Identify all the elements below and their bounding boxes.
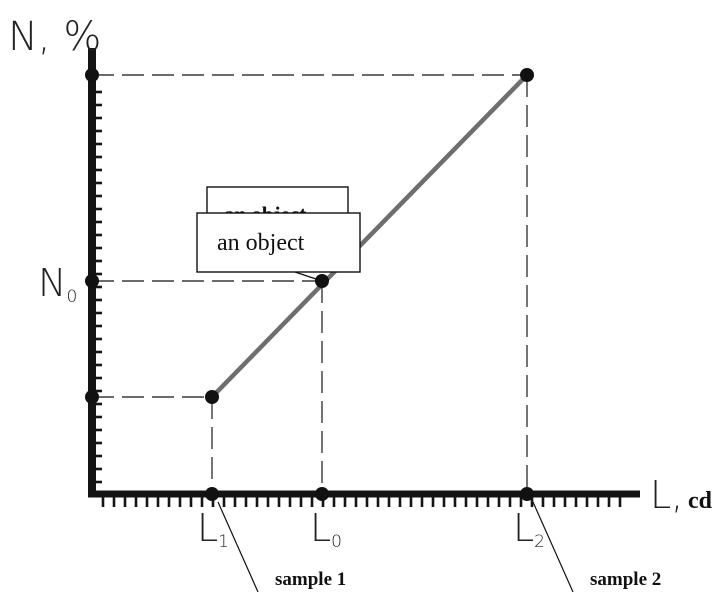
sample-2-label: sample 2 bbox=[590, 569, 661, 590]
y-axis-label: N, % bbox=[8, 14, 101, 60]
guide-lines bbox=[92, 75, 527, 494]
x-tick-label-l1: L1 bbox=[197, 506, 229, 552]
object-callout-front: an object bbox=[197, 213, 360, 272]
x-axis-point-l1 bbox=[205, 487, 219, 501]
x-axis-point-l2 bbox=[520, 487, 534, 501]
x-tick-label-l2: L2 bbox=[513, 506, 545, 552]
x-tick-label-l0: L0 bbox=[310, 506, 342, 552]
point-top-right bbox=[520, 68, 534, 82]
y-axis-point-top bbox=[85, 68, 99, 82]
y-tick-label-n0: N0 bbox=[38, 261, 77, 307]
x-axis-label: L, bbox=[650, 473, 683, 517]
x-axis-point-l0 bbox=[315, 487, 329, 501]
sample-1-label: sample 1 bbox=[275, 569, 346, 590]
y-axis-point-mid bbox=[85, 274, 99, 288]
y-axis-point-low bbox=[85, 390, 99, 404]
x-axis-unit: cd bbox=[688, 488, 713, 514]
point-low bbox=[205, 390, 219, 404]
svg-text:an object: an object bbox=[217, 230, 305, 256]
data-points bbox=[85, 68, 534, 501]
